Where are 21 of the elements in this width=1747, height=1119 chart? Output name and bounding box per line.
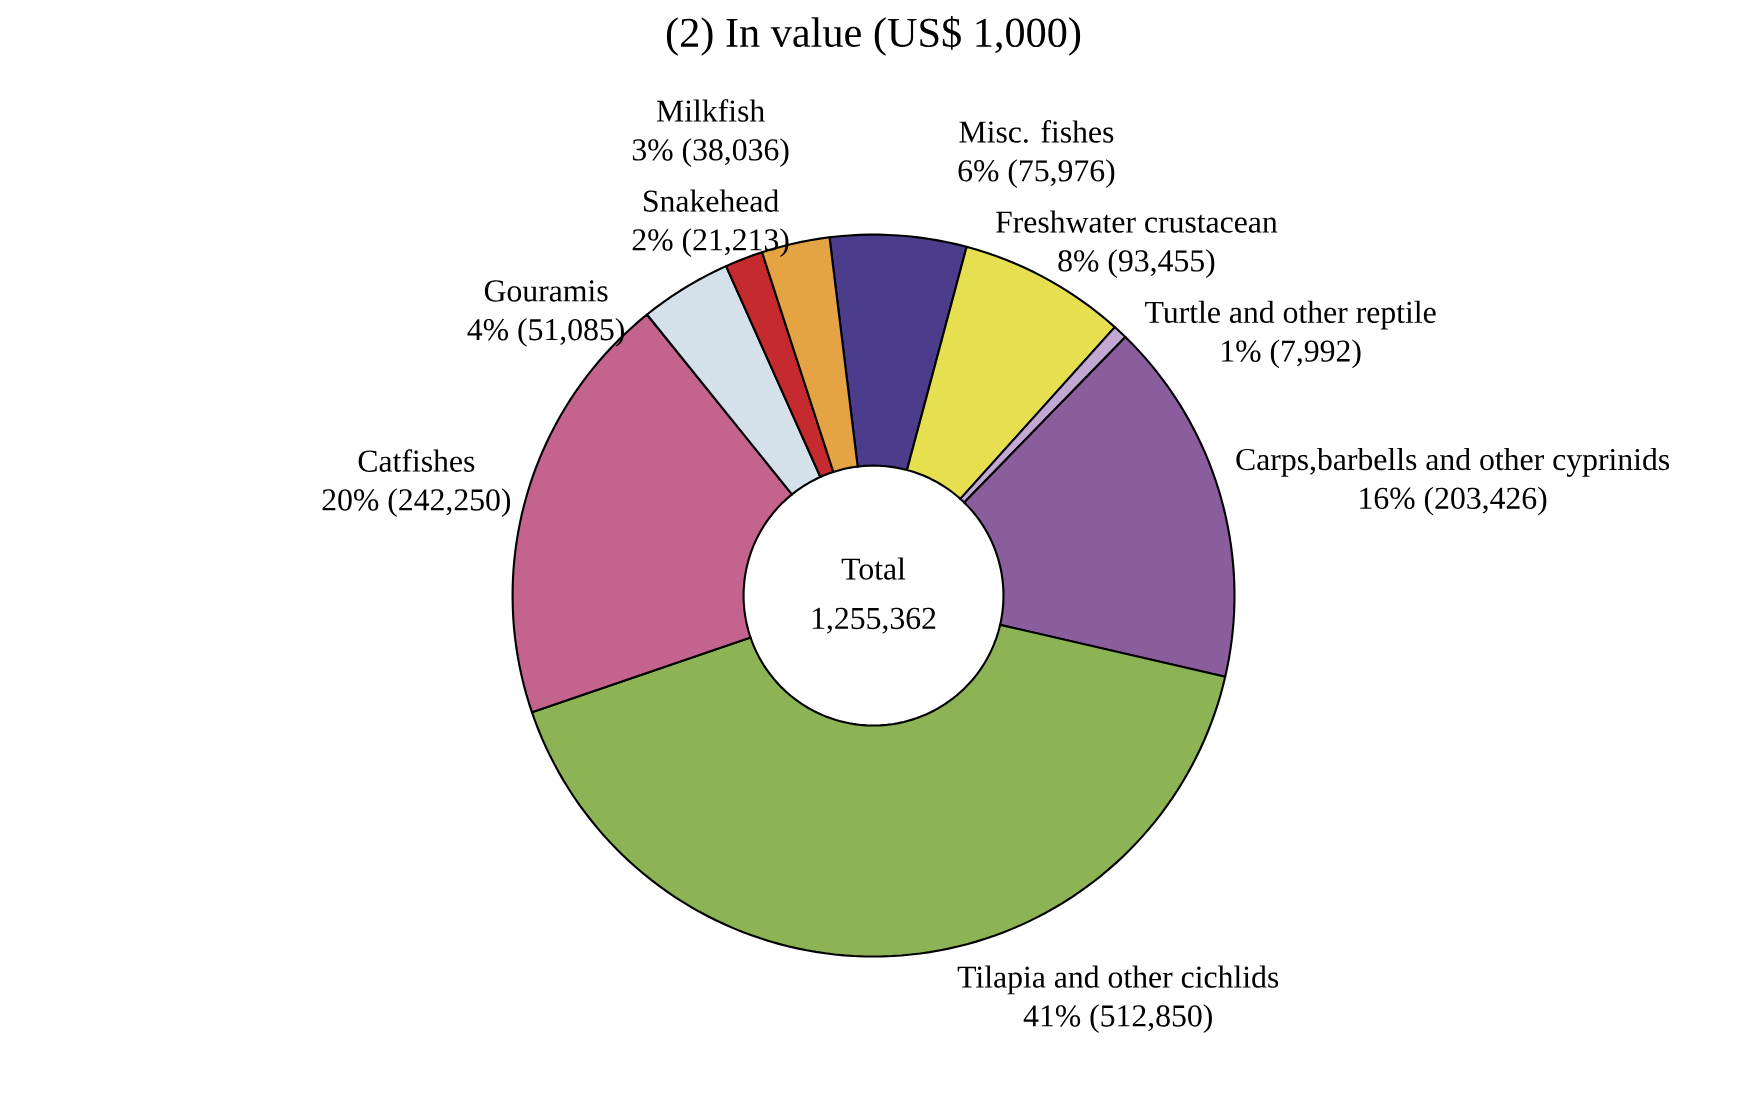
slice-label: Catfishes: [358, 449, 475, 472]
text: 1,255,362: [812, 607, 936, 634]
slice-label: Gouramis: [484, 280, 608, 302]
text: Total: [841, 557, 906, 580]
chart-title: (2) In value (US$ 1,000): [666, 16, 1081, 56]
data-label: 3% (38,036): [632, 138, 789, 167]
data-label: 8% (93,455): [1058, 249, 1215, 279]
data-label: 16% (203,426): [1360, 486, 1547, 516]
slice-label: Misc. fishes: [959, 120, 1114, 143]
data-label: 2% (21,213): [632, 228, 789, 258]
data-label: 41% (512,850): [1023, 1004, 1212, 1034]
slice-label: Tilapia and other cichlids: [957, 965, 1279, 995]
data-label: 1% (7,992): [1222, 339, 1361, 369]
slice-label: Turtle and other reptile: [1145, 300, 1436, 330]
data-label: 6% (75,976): [958, 159, 1115, 188]
slice-label: Milkfish: [656, 99, 765, 122]
slice-label: Snakehead: [644, 189, 779, 212]
slice-label: Freshwater crustacean: [996, 210, 1278, 233]
data-label: 4% (51,085): [467, 318, 624, 347]
slice-label: Carps,barbells and other cyprinids: [1236, 447, 1670, 477]
data-label: 20% (242,250): [322, 488, 511, 518]
